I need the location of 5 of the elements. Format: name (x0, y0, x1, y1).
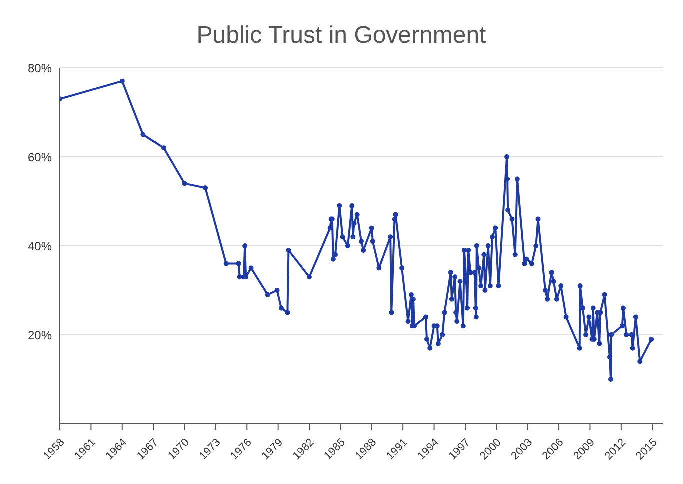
chart-title: Public Trust in Government (196, 21, 488, 51)
y-tick-label: 60% (28, 150, 52, 164)
y-tick-label: 20% (28, 328, 52, 342)
y-tick-label: 40% (28, 239, 52, 254)
y-tick-label: 80% (28, 61, 52, 76)
